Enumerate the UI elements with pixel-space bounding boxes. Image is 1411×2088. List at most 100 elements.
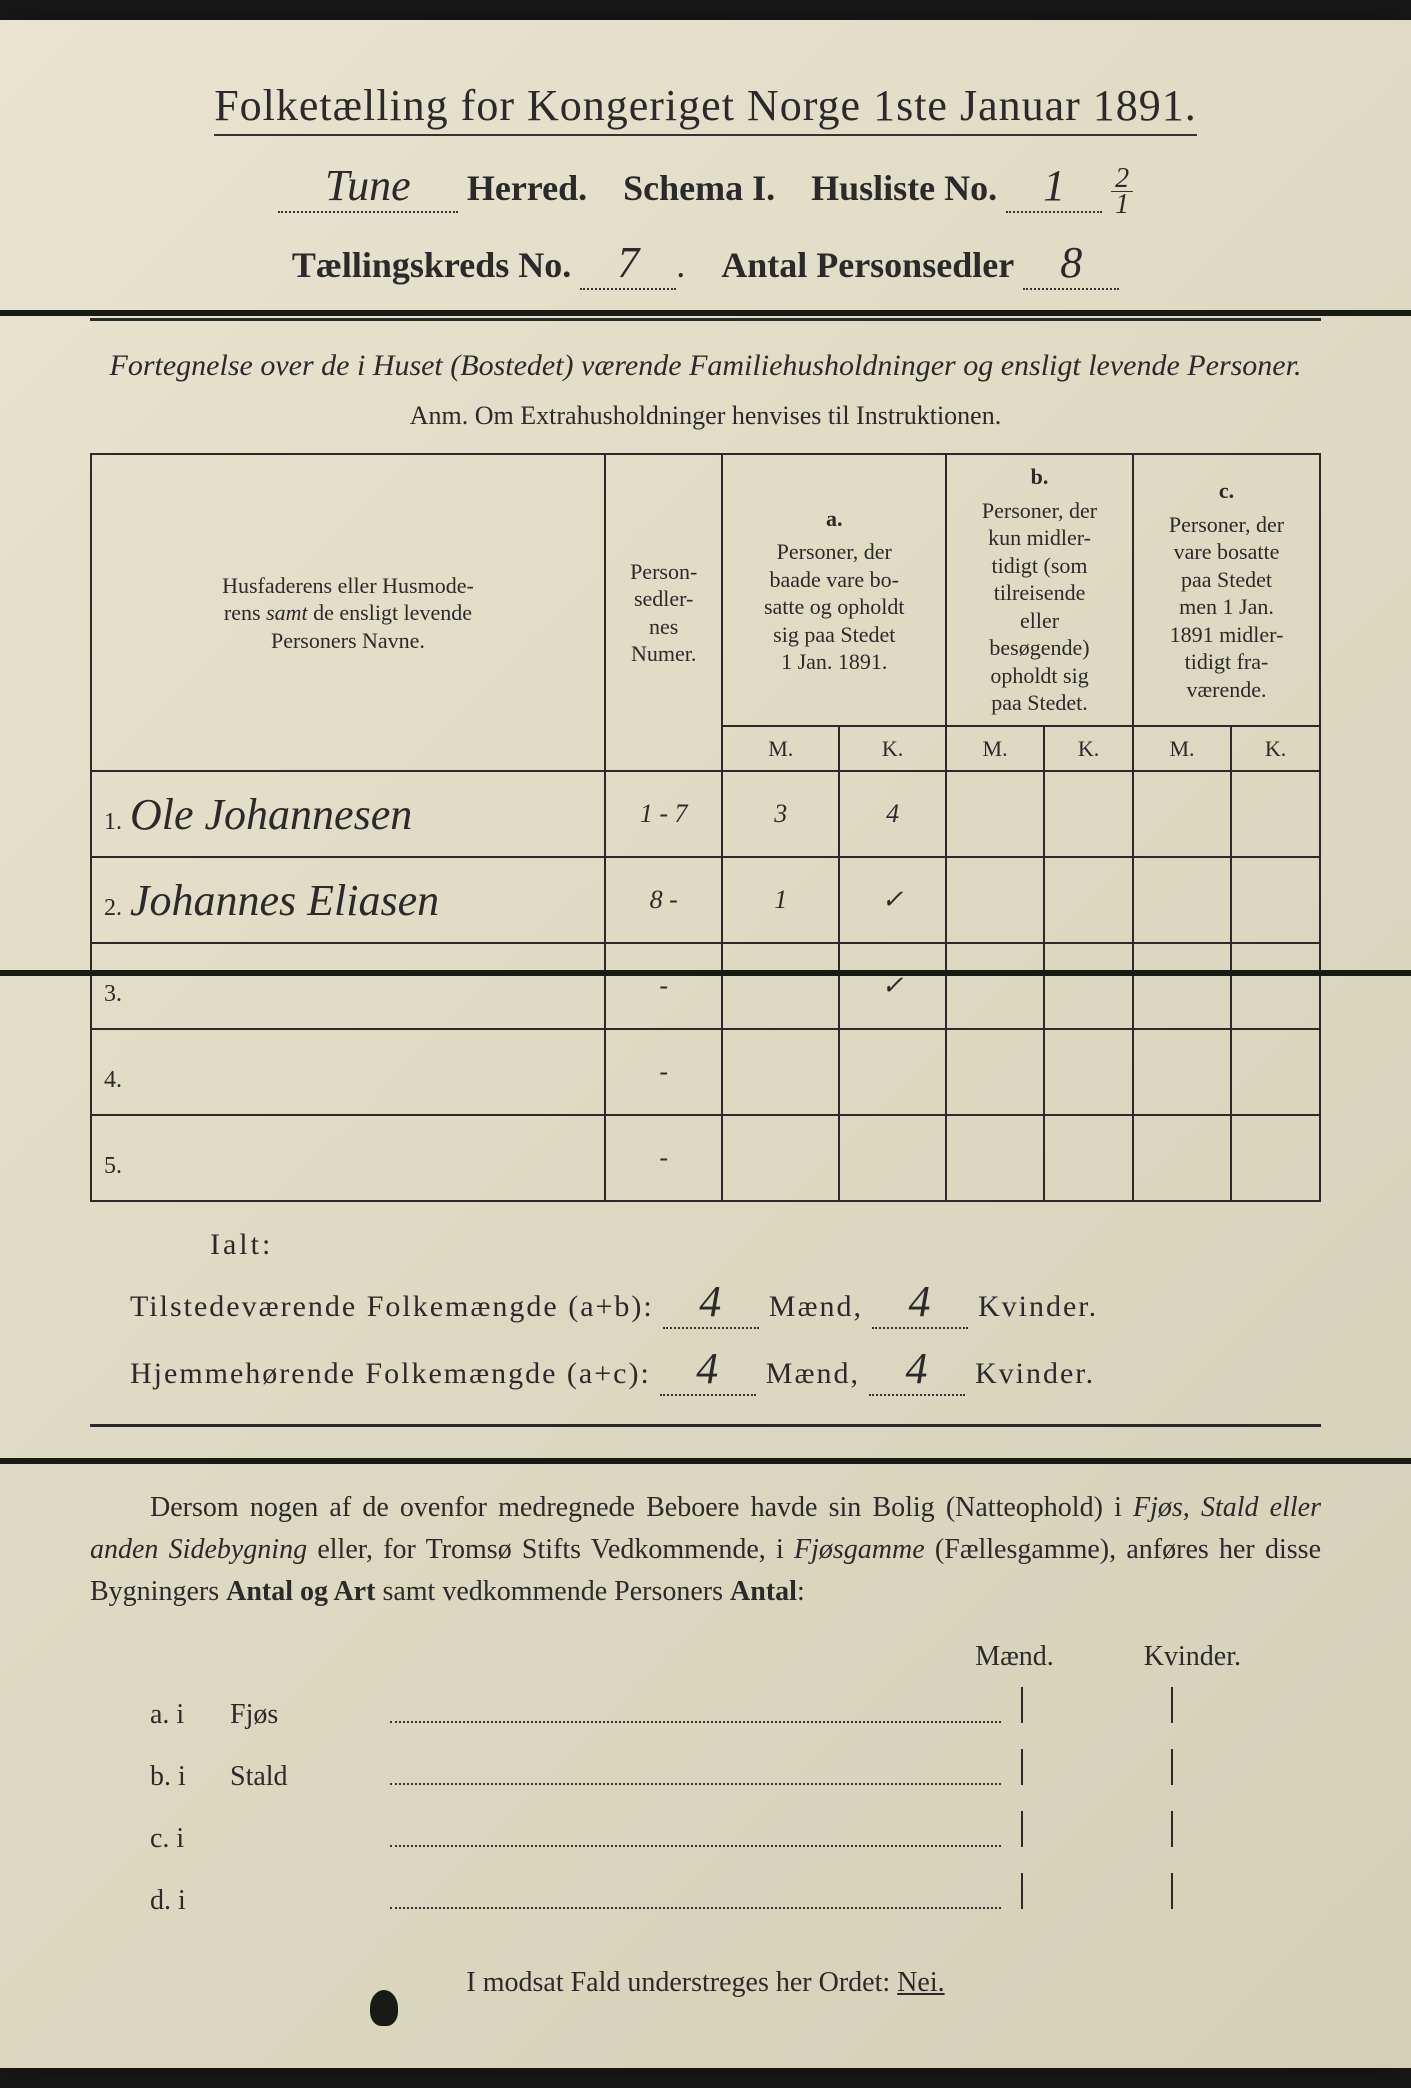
dotted-line	[390, 1695, 1001, 1723]
table-row: 1.Ole Johannesen1 - 734	[91, 771, 1320, 857]
table-row: 3.-✓	[91, 943, 1320, 1029]
b-m-cell	[946, 943, 1044, 1029]
census-form-page: Folketælling for Kongeriget Norge 1ste J…	[0, 20, 1411, 2068]
name-cell: 4.	[91, 1029, 605, 1115]
ialt-label: Ialt:	[210, 1228, 1321, 1262]
b-m-cell	[946, 1029, 1044, 1115]
sub-m-col	[1021, 1873, 1171, 1909]
sub-label: c. i	[150, 1823, 230, 1855]
c-k-cell	[1231, 943, 1320, 1029]
antal-value: 8	[1031, 237, 1111, 288]
sub-name: Stald	[230, 1761, 390, 1793]
table-row: 2.Johannes Eliasen8 -1✓	[91, 857, 1320, 943]
a-k-cell	[839, 1029, 946, 1115]
divider	[90, 1424, 1321, 1427]
name-cell: 2.Johannes Eliasen	[91, 857, 605, 943]
ink-blot	[370, 1990, 398, 2026]
col-header-a: a. Personer, derbaade vare bo-satte og o…	[722, 454, 946, 726]
sub-name: Fjøs	[230, 1699, 390, 1731]
outbuilding-row: c. i	[150, 1811, 1321, 1855]
a-k-cell: 4	[839, 771, 946, 857]
antal-label: Antal Personsedler	[721, 245, 1014, 285]
outbuilding-rows: a. iFjøsb. iStaldc. id. i	[150, 1687, 1321, 1917]
sub-m-col	[1021, 1687, 1171, 1723]
col-a-k: K.	[839, 726, 946, 772]
outbuilding-paragraph: Dersom nogen af de ovenfor medregnede Be…	[90, 1487, 1321, 1613]
col-c-k: K.	[1231, 726, 1320, 772]
divider	[90, 318, 1321, 321]
husliste-value: 1	[1014, 160, 1094, 211]
footer-nei: Nei.	[897, 1967, 944, 1998]
col-header-c: c. Personer, dervare bosattepaa Stedetme…	[1133, 454, 1320, 726]
a-k-cell	[839, 1115, 946, 1201]
col-header-numer: Person-sedler-nesNumer.	[605, 454, 723, 771]
numer-cell: 1 - 7	[605, 771, 723, 857]
dotted-line	[390, 1881, 1001, 1909]
sub-label: d. i	[150, 1885, 230, 1917]
total-present: Tilstedeværende Folkemængde (a+b): 4 Mæn…	[130, 1276, 1321, 1329]
col-c-m: M.	[1133, 726, 1231, 772]
subtitle: Fortegnelse over de i Huset (Bostedet) v…	[90, 345, 1321, 387]
dotted-line	[390, 1819, 1001, 1847]
a-m-cell: 3	[722, 771, 839, 857]
annotation-note: Anm. Om Extrahusholdninger henvises til …	[90, 401, 1321, 431]
total-resident: Hjemmehørende Folkemængde (a+c): 4 Mænd,…	[130, 1343, 1321, 1396]
sub-k-col	[1171, 1749, 1321, 1785]
husliste-fraction: 2 1	[1111, 166, 1133, 217]
sub-k-col	[1171, 1873, 1321, 1909]
name-cell: 5.	[91, 1115, 605, 1201]
sub-m-col	[1021, 1749, 1171, 1785]
table-row: 4.-	[91, 1029, 1320, 1115]
sub-k-col	[1171, 1811, 1321, 1847]
page-title: Folketælling for Kongeriget Norge 1ste J…	[214, 80, 1197, 136]
b-k-cell	[1044, 943, 1133, 1029]
col-b-k: K.	[1044, 726, 1133, 772]
c-m-cell	[1133, 771, 1231, 857]
a-m-cell	[722, 943, 839, 1029]
b-m-cell	[946, 1115, 1044, 1201]
sub-k-col	[1171, 1687, 1321, 1723]
c-m-cell	[1133, 1029, 1231, 1115]
header-line-kreds: Tællingskreds No. 7. Antal Personsedler …	[90, 237, 1321, 290]
c-k-cell	[1231, 857, 1320, 943]
kreds-label: Tællingskreds No.	[292, 245, 571, 285]
outbuilding-row: a. iFjøs	[150, 1687, 1321, 1731]
col-header-b: b. Personer, derkun midler-tidigt (somti…	[946, 454, 1133, 726]
a-m-cell	[722, 1115, 839, 1201]
a-k-cell: ✓	[839, 857, 946, 943]
b-k-cell	[1044, 1029, 1133, 1115]
col-a-m: M.	[722, 726, 839, 772]
a-m-cell	[722, 1029, 839, 1115]
b-m-cell	[946, 771, 1044, 857]
sub-label: a. i	[150, 1699, 230, 1731]
col-b-m: M.	[946, 726, 1044, 772]
name-cell: 3.	[91, 943, 605, 1029]
c-k-cell	[1231, 771, 1320, 857]
a-m-cell: 1	[722, 857, 839, 943]
husliste-label: Husliste No.	[811, 168, 997, 208]
b-k-cell	[1044, 857, 1133, 943]
c-k-cell	[1231, 1115, 1320, 1201]
col-header-name: Husfaderens eller Husmode-rens samt de e…	[91, 454, 605, 771]
schema-label: Schema I.	[623, 168, 775, 208]
sub-m-col	[1021, 1811, 1171, 1847]
c-k-cell	[1231, 1029, 1320, 1115]
numer-cell: -	[605, 943, 723, 1029]
header-line-herred: Tune Herred. Schema I. Husliste No. 1 2 …	[90, 160, 1321, 217]
b-k-cell	[1044, 1115, 1133, 1201]
b-m-cell	[946, 857, 1044, 943]
scan-artifact-band	[0, 310, 1411, 316]
scan-artifact-band	[0, 970, 1411, 976]
c-m-cell	[1133, 857, 1231, 943]
numer-cell: -	[605, 1029, 723, 1115]
name-cell: 1.Ole Johannesen	[91, 771, 605, 857]
dotted-line	[390, 1757, 1001, 1785]
outbuilding-mk-header: Mænd. Kvinder.	[90, 1641, 1321, 1673]
b-k-cell	[1044, 771, 1133, 857]
kreds-value: 7	[588, 237, 668, 288]
numer-cell: -	[605, 1115, 723, 1201]
table-row: 5.-	[91, 1115, 1320, 1201]
numer-cell: 8 -	[605, 857, 723, 943]
herred-value: Tune	[325, 160, 411, 211]
footer-line: I modsat Fald understreges her Ordet: Ne…	[90, 1967, 1321, 1999]
